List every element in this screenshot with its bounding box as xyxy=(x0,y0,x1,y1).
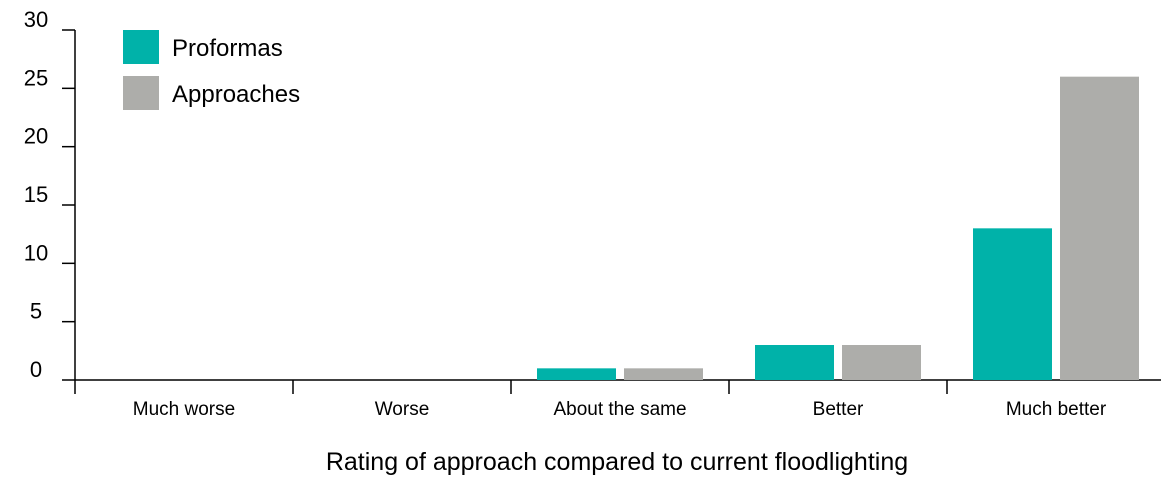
legend-label-proformas: Proformas xyxy=(172,35,283,62)
x-tick-label: About the same xyxy=(553,399,686,420)
bar-proformas-4 xyxy=(973,228,1052,380)
y-tick-label: 10 xyxy=(24,240,48,265)
y-tick-label: 25 xyxy=(24,65,48,90)
y-axis: 0 5 10 15 20 25 30 xyxy=(24,7,76,382)
y-tick-label: 0 xyxy=(30,357,42,382)
bar-proformas-3 xyxy=(755,345,834,380)
x-tick-label: Much worse xyxy=(133,399,235,420)
bar-approaches-2 xyxy=(624,368,703,380)
y-tick-label: 20 xyxy=(24,124,48,149)
x-tick-label: Better xyxy=(813,399,864,420)
y-tick-label: 5 xyxy=(30,299,42,324)
bar-approaches-3 xyxy=(842,345,921,380)
x-tick-label: Worse xyxy=(375,399,430,420)
x-axis-title: Rating of approach compared to current f… xyxy=(326,448,908,476)
bars xyxy=(537,76,1139,381)
bar-approaches-4 xyxy=(1060,76,1139,381)
x-tick-label: Much better xyxy=(1006,399,1107,420)
bar-proformas-2 xyxy=(537,368,616,380)
y-tick-label: 30 xyxy=(24,7,48,32)
legend: Proformas Approaches xyxy=(123,30,300,110)
legend-label-approaches: Approaches xyxy=(172,81,300,108)
y-tick-label: 15 xyxy=(24,182,48,207)
legend-swatch-approaches xyxy=(123,76,159,110)
x-axis: Much worse Worse About the same Better Much … xyxy=(74,379,1161,420)
legend-swatch-proformas xyxy=(123,30,159,64)
